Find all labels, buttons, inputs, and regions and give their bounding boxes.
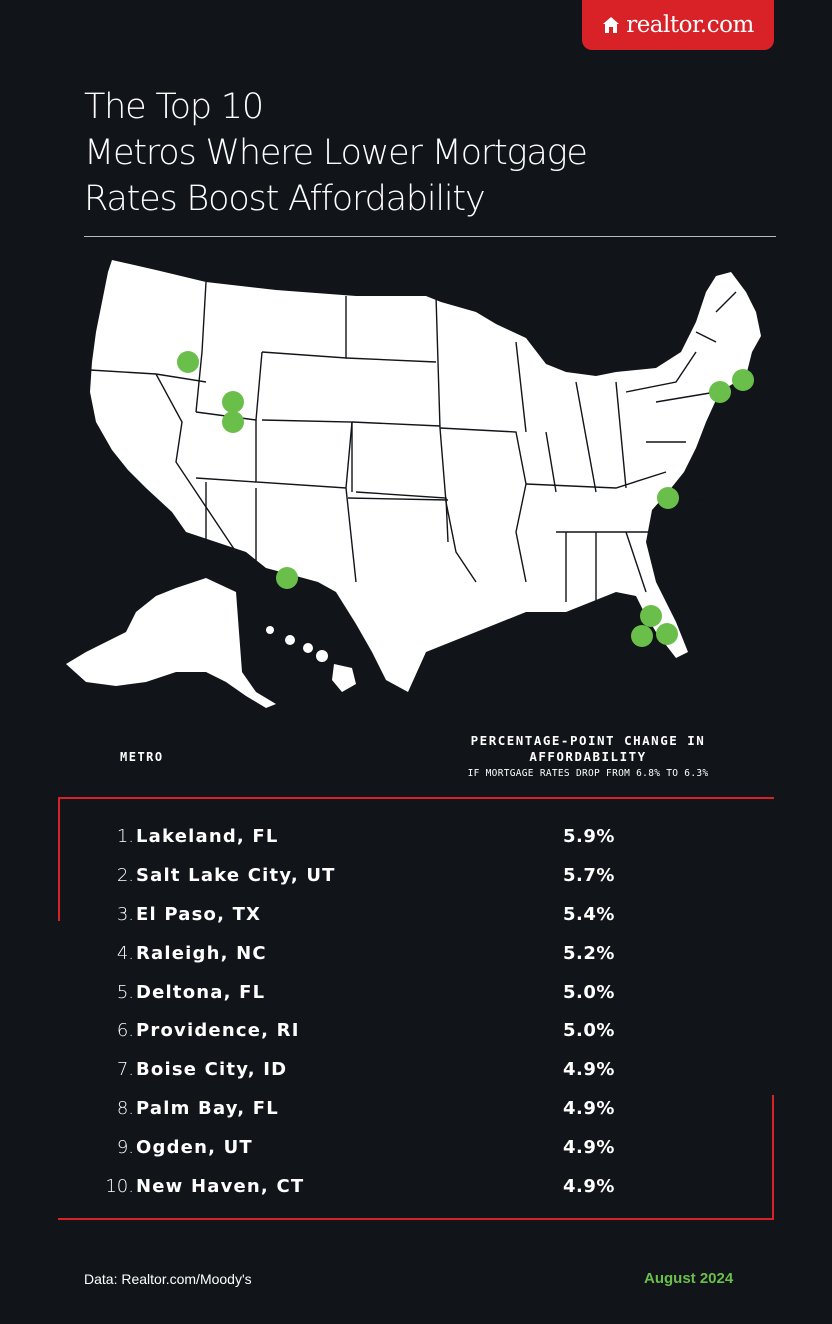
row-value: 5.4% (563, 904, 615, 925)
table-row: 4. Raleigh, NC 5.2% (0, 943, 832, 967)
row-metro: Lakeland, FL (136, 826, 279, 847)
marker-salt-lake-city (222, 411, 244, 433)
row-metro: Salt Lake City, UT (136, 865, 336, 886)
row-rank: 5. (116, 982, 134, 1003)
title-divider (84, 236, 776, 237)
metro-markers (177, 351, 754, 647)
row-rank: 9. (116, 1137, 134, 1158)
marker-palm-bay (656, 623, 678, 645)
marker-raleigh (657, 487, 679, 509)
marker-boise-city (177, 351, 199, 373)
metro-column-header: METRO (120, 750, 164, 764)
table-row: 3. El Paso, TX 5.4% (0, 904, 832, 928)
row-rank: 3. (116, 904, 134, 925)
marker-deltona (640, 605, 662, 627)
row-metro: Boise City, ID (136, 1059, 288, 1080)
table-frame-left (58, 797, 60, 921)
us-mainland (90, 260, 761, 692)
row-rank: 6. (116, 1020, 134, 1041)
row-metro: El Paso, TX (136, 904, 262, 925)
row-rank: 4. (116, 943, 134, 964)
row-rank: 8. (116, 1098, 134, 1119)
row-rank: 7. (116, 1059, 134, 1080)
table-row: 10. New Haven, CT 4.9% (0, 1176, 832, 1200)
row-value: 5.2% (563, 943, 615, 964)
house-icon (603, 17, 620, 33)
table-row: 5. Deltona, FL 5.0% (0, 982, 832, 1006)
publish-date: August 2024 (644, 1270, 734, 1287)
row-metro: New Haven, CT (136, 1176, 305, 1197)
row-metro: Deltona, FL (136, 982, 266, 1003)
data-source: Data: Realtor.com/Moody's (84, 1271, 252, 1287)
table-row: 8. Palm Bay, FL 4.9% (0, 1098, 832, 1122)
table-row: 6. Providence, RI 5.0% (0, 1020, 832, 1044)
row-value: 4.9% (563, 1098, 615, 1119)
row-value: 4.9% (563, 1176, 615, 1197)
marker-new-haven (709, 381, 731, 403)
marker-ogden (222, 391, 244, 413)
logo-text: realtor.com (626, 12, 754, 38)
row-rank: 2. (116, 865, 134, 886)
row-value: 4.9% (563, 1059, 615, 1080)
row-rank: 1. (116, 826, 134, 847)
table-frame-bottom (58, 1218, 774, 1220)
title-line-1: The Top 10 (84, 87, 264, 127)
row-metro: Providence, RI (136, 1020, 300, 1041)
marker-el-paso (276, 567, 298, 589)
marker-lakeland (631, 625, 653, 647)
row-rank: 10. (105, 1176, 134, 1197)
row-value: 5.0% (563, 1020, 615, 1041)
hawaii (266, 626, 356, 692)
row-value: 4.9% (563, 1137, 615, 1158)
row-value: 5.7% (563, 865, 615, 886)
table-row: 2. Salt Lake City, UT 5.7% (0, 865, 832, 889)
change-column-subheader: IF MORTGAGE RATES DROP FROM 6.8% TO 6.3% (467, 768, 709, 779)
marker-providence (732, 369, 754, 391)
row-value: 5.0% (563, 982, 615, 1003)
row-value: 5.9% (563, 826, 615, 847)
change-column-header: PERCENTAGE-POINT CHANGE IN AFFORDABILITY (470, 733, 706, 764)
table-row: 7. Boise City, ID 4.9% (0, 1059, 832, 1083)
title-line-2: Metros Where Lower Mortgage (84, 133, 588, 173)
alaska (66, 578, 276, 708)
table-frame-top (58, 797, 774, 799)
table-row: 1. Lakeland, FL 5.9% (0, 826, 832, 850)
row-metro: Palm Bay, FL (136, 1098, 279, 1119)
state-borders (89, 281, 737, 602)
us-map (66, 260, 761, 708)
table-frame-right (772, 1095, 774, 1220)
page-title: The Top 10 Metros Where Lower Mortgage R… (84, 84, 784, 222)
realtor-logo: realtor.com (582, 0, 774, 50)
row-metro: Raleigh, NC (136, 943, 267, 964)
row-metro: Ogden, UT (136, 1137, 253, 1158)
title-line-3: Rates Boost Affordability (84, 179, 486, 219)
table-row: 9. Ogden, UT 4.9% (0, 1137, 832, 1161)
